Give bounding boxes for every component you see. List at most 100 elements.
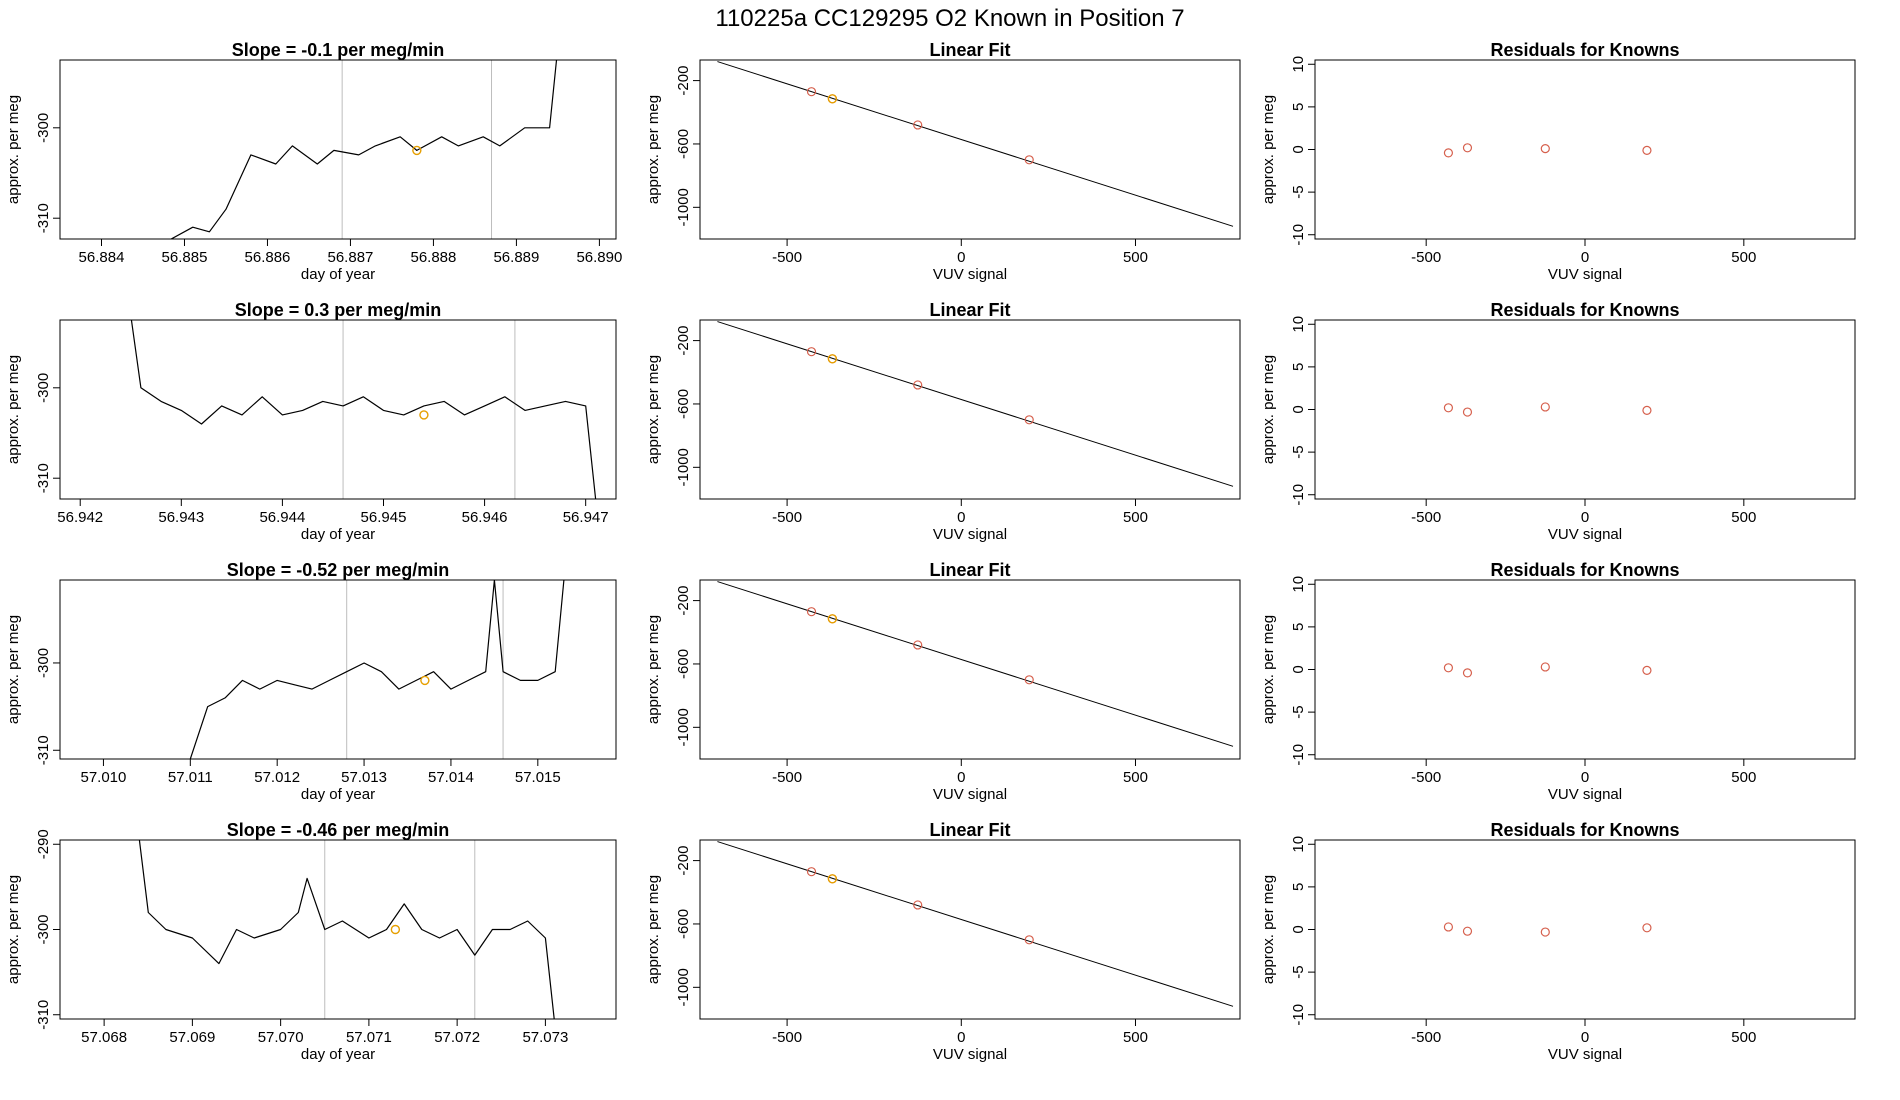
data-point — [1024, 675, 1034, 685]
y-tick-label: -310 — [35, 735, 52, 765]
y-axis-label: approx. per meg — [645, 615, 662, 724]
x-tick-label: 57.071 — [346, 1029, 392, 1046]
series-line — [169, 60, 558, 239]
plot-area — [1443, 143, 1652, 158]
data-point — [913, 380, 923, 390]
panel-title: Residuals for Knowns — [1490, 560, 1679, 580]
x-tick-label: 56.945 — [361, 509, 407, 526]
panel-title: Slope = -0.52 per meg/min — [227, 560, 450, 580]
x-tick-label: 0 — [1581, 509, 1589, 526]
data-point — [1642, 405, 1652, 415]
panel-title: Slope = -0.46 per meg/min — [227, 820, 450, 840]
x-tick-label: -500 — [1411, 769, 1441, 786]
y-tick-label: -5 — [1290, 445, 1307, 458]
y-tick-label: 10 — [1290, 316, 1307, 333]
y-tick-label: -1000 — [675, 188, 692, 226]
plot-area — [138, 840, 555, 1019]
panel-10: Residuals for Knowns -500 0 500 10 5 0 -5 -10 VUV… — [1260, 560, 1856, 803]
y-tick-label: 5 — [1290, 883, 1307, 891]
x-tick-label: 0 — [957, 509, 965, 526]
plot-frame — [1314, 839, 1856, 1020]
x-axis-label: VUV signal — [933, 266, 1007, 283]
y-tick-label: 10 — [1290, 576, 1307, 593]
y-axis-label: approx. per meg — [645, 355, 662, 464]
data-point — [1462, 926, 1473, 936]
y-tick-label: 0 — [1290, 405, 1307, 413]
x-axis-label: VUV signal — [933, 786, 1007, 803]
data-point — [1024, 415, 1034, 425]
fit-line — [717, 581, 1234, 747]
panel-1: Slope = 0.3 per meg/min 56.942 56.943 56.94… — [5, 300, 617, 543]
data-point — [1642, 145, 1652, 155]
x-tick-label: 56.943 — [158, 509, 204, 526]
data-point — [1462, 668, 1473, 678]
x-tick-label: -500 — [1411, 249, 1441, 266]
fit-line — [717, 841, 1234, 1007]
x-axis-label: VUV signal — [1548, 266, 1622, 283]
y-tick-label: -10 — [1290, 744, 1307, 766]
x-axis-label: VUV signal — [933, 526, 1007, 543]
panel-4: Linear Fit -500 0 500 -200 -600 -1000 VUV signa… — [645, 40, 1241, 283]
data-point — [1540, 662, 1550, 672]
y-tick-label: -300 — [35, 373, 52, 403]
data-point — [1462, 407, 1473, 417]
x-tick-label: 56.942 — [57, 509, 103, 526]
data-point — [806, 347, 817, 357]
panel-0: Slope = -0.1 per meg/min 56.884 56.885 56.8… — [5, 40, 622, 283]
plot-frame — [59, 319, 617, 500]
data-point — [1540, 927, 1550, 937]
fit-line — [717, 321, 1234, 487]
y-tick-label: -600 — [675, 129, 692, 159]
highlight-point — [390, 924, 401, 935]
y-axis-label: approx. per meg — [5, 875, 22, 984]
panel-title: Residuals for Knowns — [1490, 40, 1679, 60]
y-tick-label: 5 — [1290, 623, 1307, 631]
highlight-point — [827, 94, 838, 104]
panel-title: Linear Fit — [929, 40, 1010, 60]
x-tick-label: -500 — [772, 1029, 802, 1046]
x-tick-label: 56.888 — [410, 249, 456, 266]
y-axis-label: approx. per meg — [5, 95, 22, 204]
highlight-point — [827, 354, 838, 364]
y-tick-label: -1000 — [675, 448, 692, 486]
x-tick-label: 500 — [1123, 1029, 1148, 1046]
x-axis-label: VUV signal — [1548, 1046, 1622, 1063]
highlight-point — [419, 410, 429, 420]
highlight-point — [827, 874, 838, 884]
y-tick-label: 0 — [1290, 665, 1307, 673]
panel-title: Linear Fit — [929, 820, 1010, 840]
y-tick-label: -200 — [675, 326, 692, 356]
x-tick-label: 57.069 — [169, 1029, 215, 1046]
plot-frame — [1314, 579, 1856, 760]
x-tick-label: 56.947 — [563, 509, 609, 526]
x-axis-label: VUV signal — [1548, 526, 1622, 543]
y-axis-label: approx. per meg — [1260, 355, 1277, 464]
x-tick-label: -500 — [772, 509, 802, 526]
x-tick-label: -500 — [1411, 1029, 1441, 1046]
y-tick-label: 5 — [1290, 103, 1307, 111]
y-tick-label: -5 — [1290, 185, 1307, 198]
y-tick-label: -200 — [675, 846, 692, 876]
plot-frame — [1314, 319, 1856, 500]
data-point — [1443, 663, 1454, 673]
y-tick-label: -200 — [675, 66, 692, 96]
y-tick-label: -300 — [35, 648, 52, 678]
x-tick-label: 500 — [1123, 769, 1148, 786]
y-tick-label: -5 — [1290, 965, 1307, 978]
y-axis-label: approx. per meg — [5, 355, 22, 464]
y-tick-label: -310 — [35, 203, 52, 233]
plot-area — [189, 580, 565, 759]
x-tick-label: 56.890 — [576, 249, 622, 266]
plot-frame — [699, 839, 1241, 1020]
x-tick-label: 0 — [1581, 249, 1589, 266]
data-point — [1642, 923, 1652, 933]
y-tick-label: 10 — [1290, 56, 1307, 73]
data-point — [1443, 148, 1454, 158]
data-point — [1024, 155, 1034, 165]
plot-frame — [699, 59, 1241, 240]
x-axis-label: day of year — [301, 1046, 375, 1063]
series-line — [138, 840, 555, 1019]
y-tick-label: -10 — [1290, 484, 1307, 506]
panel-title: Slope = -0.1 per meg/min — [232, 40, 445, 60]
